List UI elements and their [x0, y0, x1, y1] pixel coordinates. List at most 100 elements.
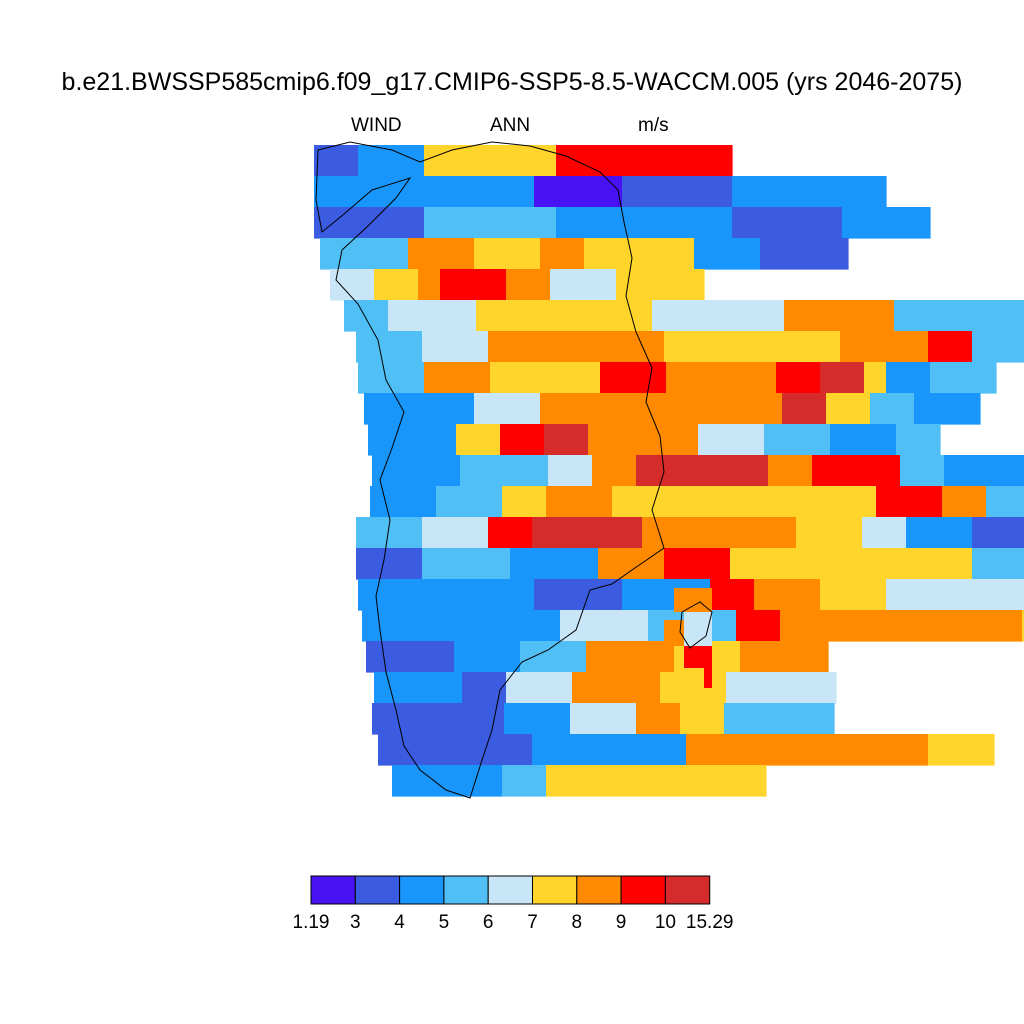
wind-cell [474, 238, 541, 270]
wind-cell [598, 548, 665, 580]
wind-cell [698, 424, 765, 456]
wind-cell [870, 393, 915, 425]
wind-cell [422, 331, 489, 363]
colorbar-box [487, 875, 534, 905]
wind-cell [424, 145, 557, 177]
wind-cell [540, 238, 585, 270]
wind-cell [454, 641, 521, 673]
wind-cell [886, 579, 997, 611]
wind-cell [740, 641, 829, 673]
wind-cell [680, 703, 725, 735]
wind-cell [556, 145, 733, 177]
wind-cell [616, 269, 705, 301]
wind-cell [972, 548, 1024, 580]
wind-cell [392, 765, 503, 797]
wind-cell [730, 517, 797, 549]
wind-cell [380, 207, 425, 239]
colorbar-box [310, 875, 356, 905]
wind-cell [428, 610, 561, 642]
wind-cell [912, 610, 1023, 642]
wind-cell [374, 269, 419, 301]
wind-cell [502, 765, 547, 797]
wind-cell [732, 207, 843, 239]
wind-cell [364, 393, 475, 425]
colorbar-tick-label: 9 [615, 912, 627, 933]
wind-cell [894, 300, 1024, 332]
colorbar-tick-label: 15.29 [685, 912, 734, 933]
wind-cell [586, 641, 675, 673]
wind-cell [474, 393, 541, 425]
wind-cell [702, 455, 769, 487]
wind-cell [636, 455, 703, 487]
wind-cell [506, 269, 551, 301]
wind-cell [788, 486, 877, 518]
wind-cell [776, 362, 821, 394]
wind-cell [928, 548, 973, 580]
wind-cell [424, 362, 491, 394]
wind-cell [422, 517, 489, 549]
wind-cell [556, 207, 733, 239]
colorbar-box [354, 875, 401, 905]
wind-cell [440, 269, 507, 301]
wind-cell [736, 610, 781, 642]
wind-cell [944, 455, 1024, 487]
wind-cell [476, 300, 653, 332]
wind-cell [896, 424, 941, 456]
wind-cell [358, 362, 425, 394]
wind-cell [732, 176, 887, 208]
period-label: ANN [490, 115, 531, 136]
wind-cell [840, 331, 929, 363]
wind-cell [550, 269, 617, 301]
wind-cell [726, 672, 837, 704]
wind-cell [510, 548, 599, 580]
wind-cell [986, 486, 1024, 518]
wind-cell [500, 424, 545, 456]
wind-cell [652, 300, 785, 332]
wind-cell [972, 331, 1024, 363]
colorbar-tick-label: 10 [654, 912, 676, 933]
wind-cell [764, 424, 831, 456]
wind-cell [710, 579, 755, 611]
colorbar-tick-label: 8 [571, 912, 583, 933]
wind-cell [664, 331, 841, 363]
wind-cell [600, 176, 623, 208]
wind-cell [1022, 610, 1024, 642]
wind-cell [862, 734, 929, 766]
colorbar-tick-label: 1.19 [292, 912, 330, 933]
wind-cell [768, 455, 813, 487]
wind-cell [468, 579, 535, 611]
wind-cell [560, 610, 649, 642]
wind-cell [460, 455, 549, 487]
wind-cell [972, 517, 1024, 549]
wind-cell [650, 393, 783, 425]
wind-cell [660, 672, 727, 704]
wind-cell [422, 548, 511, 580]
wind-cell [488, 331, 665, 363]
wind-cell [724, 703, 835, 735]
wind-cell [612, 486, 789, 518]
wind-cell [796, 517, 863, 549]
wind-cell [928, 734, 995, 766]
wind-cells [314, 145, 1024, 797]
wind-cell [862, 517, 907, 549]
wind-cell [456, 424, 501, 456]
wind-cell [900, 455, 945, 487]
wind-cell [424, 207, 557, 239]
wind-cell [876, 486, 943, 518]
wind-cell [362, 610, 429, 642]
wind-cell [674, 588, 712, 612]
wind-cell [664, 620, 684, 646]
wind-cell [462, 672, 507, 704]
colorbar-box [399, 875, 445, 905]
wind-cell [540, 393, 651, 425]
map-title: b.e21.BWSSP585cmip6.f09_g17.CMIP6-SSP5-8… [61, 68, 963, 96]
wind-cell [366, 641, 455, 673]
wind-cell [942, 486, 987, 518]
wind-cell [372, 703, 505, 735]
wind-cell [694, 238, 761, 270]
wind-cell [370, 486, 437, 518]
wind-cell [666, 362, 777, 394]
colorbar-box [620, 875, 666, 905]
